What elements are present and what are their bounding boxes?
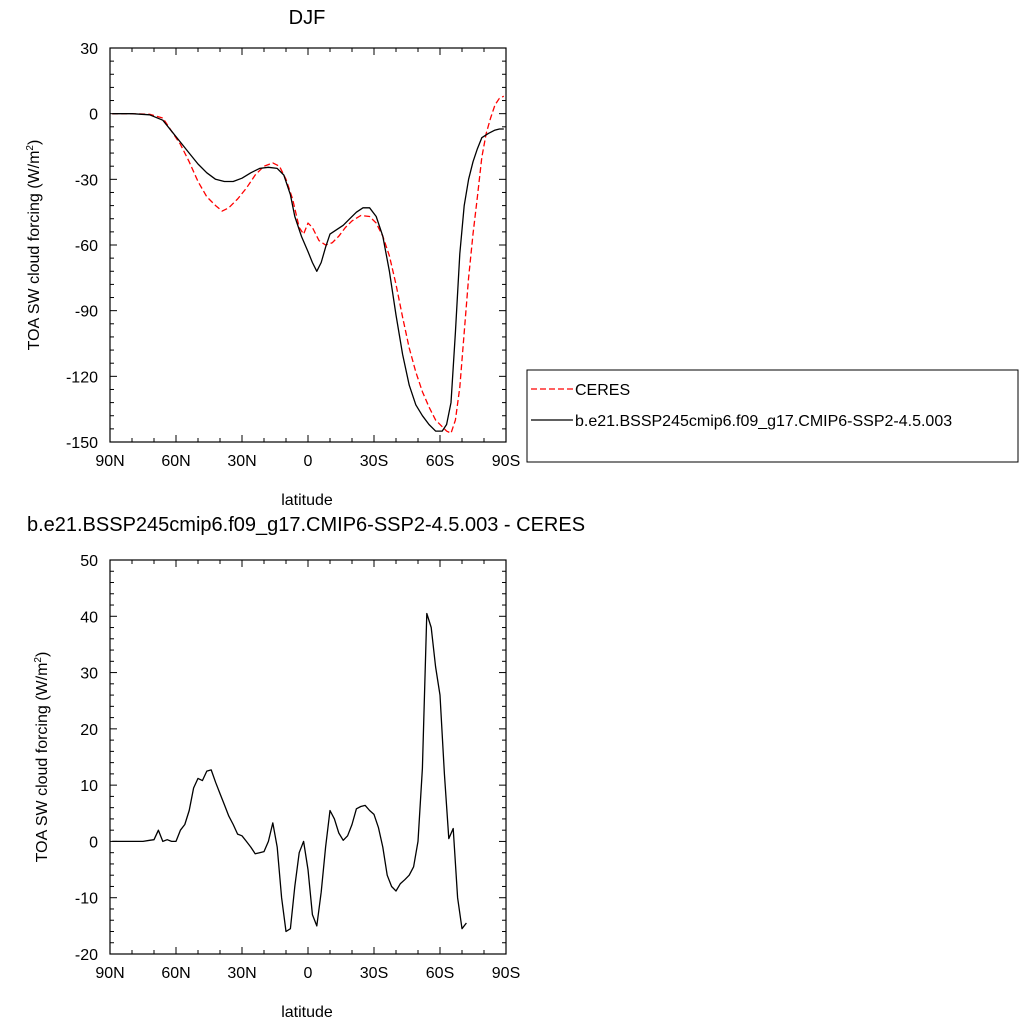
top-y-tick-label: 30 — [80, 41, 98, 58]
bottom-x-tick-label: 30S — [360, 965, 388, 982]
bottom-ylabel-text: TOA SW cloud forcing (W/m — [34, 663, 51, 863]
top-chart-legend: CERES b.e21.BSSP245cmip6.f09_g17.CMIP6-S… — [526, 369, 1019, 463]
top-chart: DJF 90N 60N 30N 0 30S 60S 90S 30 0 -30 -60 -90 -120 -… — [25, 7, 1019, 509]
top-x-tick-label: 30N — [227, 453, 256, 470]
bottom-plot-frame — [109, 559, 507, 955]
bottom-difference-series-line — [112, 612, 467, 933]
top-plot-frame — [109, 47, 507, 443]
top-x-tick-label: 30S — [360, 453, 388, 470]
bottom-y-tick-label: -10 — [75, 891, 98, 908]
bottom-x-tick-label: 0 — [304, 965, 313, 982]
top-model-series-line — [112, 113, 504, 432]
top-ylabel-text: TOA SW cloud forcing (W/m — [26, 151, 43, 351]
top-y-tick-label: -150 — [66, 435, 98, 452]
top-ylabel-close: ) — [26, 140, 43, 145]
bottom-x-tick-label: 90N — [95, 965, 124, 982]
bottom-chart-ylabel: TOA SW cloud forcing (W/m2) — [33, 652, 51, 863]
top-chart-ylabel: TOA SW cloud forcing (W/m2) — [25, 140, 43, 351]
top-y-tick-label: -90 — [75, 304, 98, 321]
bottom-chart-title: b.e21.BSSP245cmip6.f09_g17.CMIP6-SSP2-4.… — [27, 514, 585, 536]
bottom-x-tick-label: 60S — [426, 965, 454, 982]
bottom-y-tick-label: -20 — [75, 947, 98, 964]
top-x-tick-label: 60N — [161, 453, 190, 470]
top-x-tick-label: 90N — [95, 453, 124, 470]
top-chart-xlabel: latitude — [281, 492, 333, 509]
top-y-tick-label: -30 — [75, 172, 98, 189]
bottom-chart-plot-area: 90N 60N 30N 0 30S 60S 90S 50 40 30 20 10 0 -10 -20 — [75, 553, 520, 982]
bottom-ylabel-sup: 2 — [33, 657, 44, 663]
bottom-x-tick-label: 60N — [161, 965, 190, 982]
bottom-x-tick-label: 30N — [227, 965, 256, 982]
bottom-ylabel-close: ) — [34, 652, 51, 657]
top-chart-title: DJF — [289, 7, 326, 29]
legend-label-model: b.e21.BSSP245cmip6.f09_g17.CMIP6-SSP2-4.… — [575, 413, 952, 430]
bottom-y-tick-label: 20 — [80, 722, 98, 739]
bottom-chart: b.e21.BSSP245cmip6.f09_g17.CMIP6-SSP2-4.… — [27, 514, 585, 1021]
top-ylabel-sup: 2 — [25, 145, 36, 151]
top-y-tick-label: 0 — [89, 107, 98, 124]
bottom-chart-xlabel: latitude — [281, 1004, 333, 1021]
top-y-tick-label: -60 — [75, 238, 98, 255]
top-ceres-series-line — [112, 95, 505, 434]
legend-box — [526, 369, 1019, 463]
bottom-x-tick-label: 90S — [492, 965, 520, 982]
bottom-y-tick-label: 0 — [89, 834, 98, 851]
bottom-y-tick-label: 40 — [80, 609, 98, 626]
top-x-tick-label: 0 — [304, 453, 313, 470]
bottom-y-tick-label: 30 — [80, 666, 98, 683]
legend-label-ceres: CERES — [575, 382, 630, 399]
bottom-y-tick-label: 50 — [80, 553, 98, 570]
top-chart-plot-area: 90N 60N 30N 0 30S 60S 90S 30 0 -30 -60 -90 -120 -150 — [66, 41, 520, 470]
top-x-tick-label: 90S — [492, 453, 520, 470]
top-x-tick-label: 60S — [426, 453, 454, 470]
top-y-tick-label: -120 — [66, 369, 98, 386]
bottom-y-tick-label: 10 — [80, 778, 98, 795]
